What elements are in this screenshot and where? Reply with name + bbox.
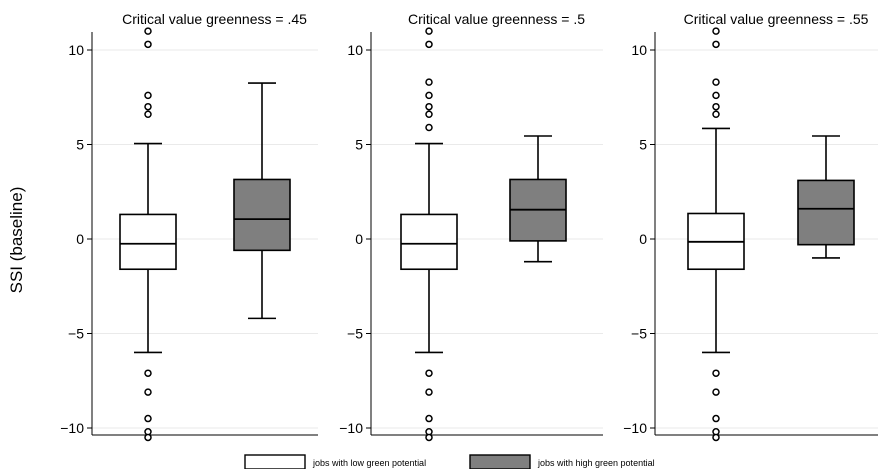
outlier-point: [144, 110, 152, 119]
outlier-point: [425, 123, 433, 132]
panel-3: −10 −5 0 5 10 Critical value greenness = .55: [623, 11, 878, 442]
iqr-box: [119, 213, 177, 271]
outlier-point: [712, 91, 720, 100]
y-tick-label: 10: [347, 42, 363, 58]
y-tick-label: −5: [347, 326, 363, 342]
y-axis-title: SSI (baseline): [7, 187, 26, 294]
iqr-box: [797, 179, 855, 246]
y-tick-label: 0: [76, 231, 84, 247]
panel-title: Critical value greenness = .5: [408, 11, 585, 27]
panel-title: Critical value greenness = .45: [122, 11, 307, 27]
outlier-point: [144, 102, 152, 111]
box-high: [797, 135, 855, 259]
box-low: [400, 27, 458, 442]
outlier-point: [712, 433, 720, 442]
outlier-point: [425, 27, 433, 35]
outlier-point: [144, 369, 152, 377]
y-tick-label: 5: [639, 137, 647, 153]
panel-title: Critical value greenness = .55: [684, 11, 869, 27]
panel-1: −10 −5 0 5 10 Critical value greenness = .45: [60, 11, 318, 442]
outlier-point: [144, 40, 152, 49]
outlier-point: [425, 91, 433, 100]
y-tick-label: −10: [60, 420, 84, 436]
outlier-point: [144, 433, 152, 442]
legend-layer: jobs with low green potential jobs with h…: [244, 454, 655, 470]
outlier-point: [712, 102, 720, 111]
box-low: [687, 27, 745, 442]
box-low: [119, 27, 177, 442]
outlier-point: [425, 110, 433, 119]
y-tick-label: 0: [355, 231, 363, 247]
y-tick-label: 10: [631, 42, 647, 58]
panel-2: −10 −5 0 5 10 Critical value greenness = .5: [339, 11, 603, 442]
legend-swatch: [244, 454, 306, 470]
y-tick-label: −10: [623, 420, 647, 436]
outlier-point: [712, 110, 720, 119]
box-high: [509, 135, 567, 263]
y-tick-label: −5: [631, 326, 647, 342]
y-tick-label: 0: [639, 231, 647, 247]
outlier-point: [425, 369, 433, 377]
legend-label: jobs with low green potential: [312, 458, 426, 468]
outlier-point: [425, 102, 433, 111]
outlier-point: [712, 414, 720, 423]
outlier-point: [425, 78, 433, 86]
outlier-point: [712, 40, 720, 49]
y-tick-label: 5: [355, 137, 363, 153]
iqr-box: [233, 178, 291, 252]
outlier-point: [712, 369, 720, 377]
outlier-point: [144, 27, 152, 35]
outlier-point: [712, 27, 720, 35]
legend-item-high: jobs with high green potential: [469, 454, 655, 470]
outlier-point: [425, 40, 433, 49]
box-high: [233, 82, 291, 320]
iqr-box: [400, 213, 458, 271]
outlier-point: [144, 414, 152, 423]
outlier-point: [712, 388, 720, 396]
outlier-point: [712, 78, 720, 86]
outlier-point: [144, 91, 152, 100]
legend-swatch: [469, 454, 531, 470]
outlier-point: [144, 388, 152, 396]
legend-label: jobs with high green potential: [537, 458, 655, 468]
y-tick-label: −10: [339, 420, 363, 436]
outlier-point: [425, 433, 433, 442]
y-tick-label: 5: [76, 137, 84, 153]
outlier-point: [425, 388, 433, 396]
outlier-point: [425, 414, 433, 423]
y-tick-label: 10: [68, 42, 84, 58]
y-tick-label: −5: [68, 326, 84, 342]
legend-item-low: jobs with low green potential: [244, 454, 426, 470]
